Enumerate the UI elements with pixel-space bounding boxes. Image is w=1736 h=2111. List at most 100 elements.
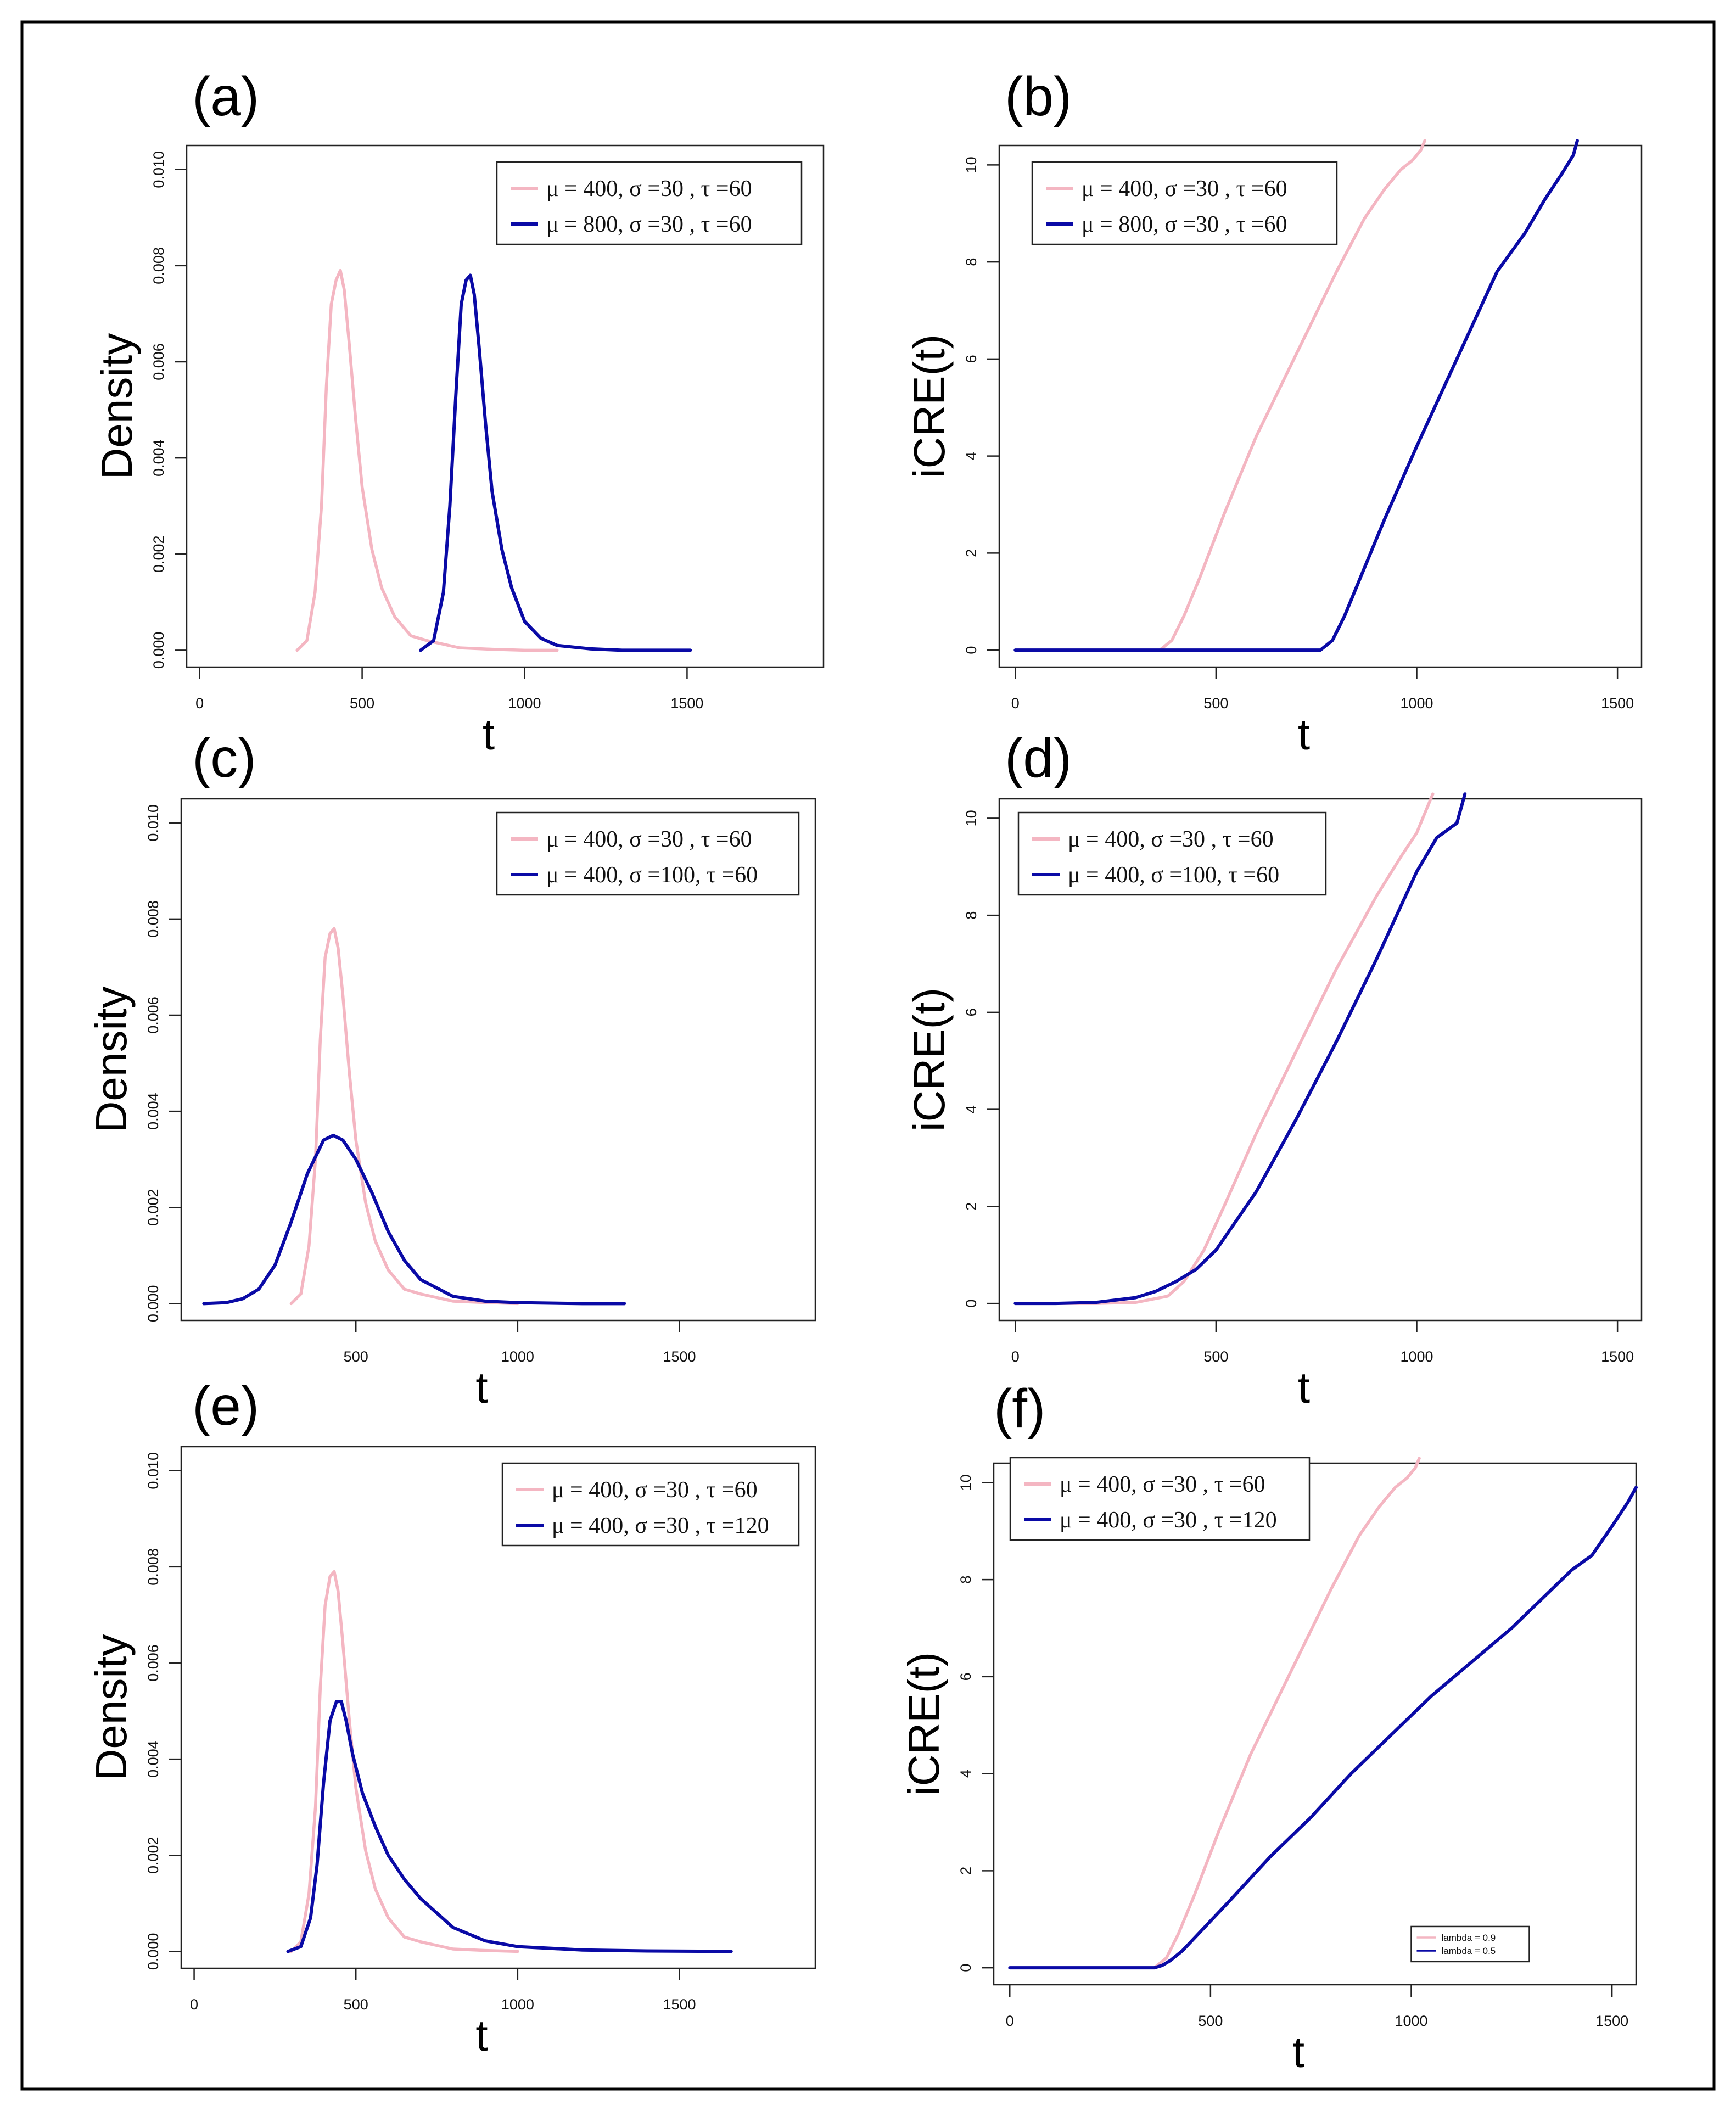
y-tick-label: 0.000 [145,1933,161,1970]
y-tick-label: 0.000 [150,632,167,669]
plot-frame [180,798,816,1322]
legend: μ = 400, σ =30 , τ =60 μ = 400, σ =30 , τ… [1009,1457,1311,1541]
legend-entry: μ = 400, σ =30 , τ =60 [1068,827,1274,852]
y-tick-label: 0 [963,1300,979,1308]
y-tick-label: 10 [963,810,979,826]
y-tick-label: 2 [963,1202,979,1211]
y-tick-label: 0.010 [145,804,161,842]
plot-frame [180,1446,816,1969]
y-tick-label: 8 [963,258,979,266]
x-tick-label: 500 [1198,2013,1223,2029]
x-tick-label: 0 [195,695,204,712]
y-tick-label: 0.004 [150,439,167,477]
legend-box [1031,161,1338,245]
x-tick-label: 1500 [663,1348,696,1365]
series-line-1 [1013,792,1435,1305]
y-tick-label: 4 [963,452,979,460]
y-axis-label: Density [92,333,141,480]
y-axis-label: Density [87,1634,136,1781]
x-tick-label: 1500 [670,695,703,712]
y-axis-label: Density [87,987,136,1133]
panel-d: (d) 0 500 1000 1500 0 2 4 6 8 10 t iCRE(t) μ = 400, σ… [905,727,1643,1412]
legend-entry: μ = 400, σ =30 , τ =120 [1060,1508,1277,1533]
series-line-2 [202,1133,626,1306]
y-tick-label: 4 [957,1770,974,1778]
panel-label: (b) [1005,66,1072,127]
x-tick-label: 1500 [1601,1348,1634,1365]
legend-box [1410,1925,1530,1963]
series-line-1 [1013,139,1426,652]
plot-frame [186,144,825,668]
legend: μ = 400, σ =30 , τ =60 μ = 400, σ =30 , τ… [501,1462,800,1547]
y-tick-label: 10 [963,156,979,173]
legend-entry: μ = 400, σ =100, τ =60 [546,863,758,888]
legend-entry: μ = 400, σ =30 , τ =60 [546,176,752,201]
plot-frame [998,798,1643,1322]
y-axis-label: iCRE(t) [905,988,954,1132]
legend-box [1009,1457,1311,1541]
x-axis-label: t [1292,2028,1304,2076]
y-tick-label: 4 [963,1105,979,1113]
legend-box [501,1462,800,1547]
legend-entry: lambda = 0.9 [1442,1933,1496,1943]
series-line-1 [1008,1457,1421,1969]
x-tick-label: 500 [1203,1348,1228,1365]
y-tick-label: 0.004 [145,1740,161,1778]
y-tick-label: 10 [957,1474,974,1491]
x-tick-label: 1000 [508,695,541,712]
x-tick-label: 1000 [1400,695,1433,712]
legend-box [496,811,800,896]
legend-entry: μ = 800, σ =30 , τ =60 [1082,212,1287,237]
x-tick-label: 1500 [663,1996,696,2013]
x-tick-label: 0 [1006,2013,1014,2029]
y-tick-label: 2 [963,549,979,557]
x-tick-label: 1000 [501,1996,534,2013]
panel-label: (e) [192,1375,259,1437]
y-tick-label: 0.004 [145,1093,161,1130]
y-tick-label: 0.006 [145,996,161,1034]
legend: μ = 400, σ =30 , τ =60 μ = 400, σ =100, τ… [1017,811,1327,896]
x-tick-label: 0 [190,1996,198,2013]
y-tick-label: 8 [963,911,979,920]
outer-frame [20,20,1716,2091]
y-tick-label: 0.000 [145,1285,161,1323]
series-line-1 [289,1570,519,1953]
y-tick-label: 0.006 [145,1644,161,1682]
legend: μ = 400, σ =30 , τ =60 μ = 800, σ =30 , τ… [496,161,803,245]
panel-b: (b) 0 500 1000 1500 0 2 4 6 8 10 t iCRE(t) μ = 400, σ… [905,66,1643,759]
legend: μ = 400, σ =30 , τ =60 μ = 400, σ =100, τ… [496,811,800,896]
x-tick-label: 0 [1011,1348,1020,1365]
legend: μ = 400, σ =30 , τ =60 μ = 800, σ =30 , τ… [1031,161,1338,245]
legend-entry: μ = 800, σ =30 , τ =60 [546,212,752,237]
x-tick-label: 500 [344,1996,368,2013]
y-tick-label: 0.002 [145,1189,161,1226]
y-tick-label: 0 [963,646,979,654]
series-line-1 [295,268,559,652]
x-tick-label: 1500 [1601,695,1634,712]
series-line-1 [289,927,519,1306]
y-tick-label: 0.008 [145,1548,161,1586]
x-axis-label: t [1298,1363,1310,1412]
y-tick-label: 0.010 [150,151,167,188]
legend-entry: μ = 400, σ =100, τ =60 [1068,863,1279,888]
y-tick-label: 0 [957,1964,974,1972]
x-tick-label: 1000 [1400,1348,1433,1365]
panel-label: (f) [994,1378,1045,1440]
y-tick-label: 0.008 [145,900,161,938]
x-axis-label: t [475,1363,488,1412]
panel-a: (a) 0 500 1000 1500 0.000 0.002 0.004 0.006 0.008… [92,66,825,759]
y-tick-label: 2 [957,1867,974,1875]
series-line-2 [1013,792,1467,1306]
y-tick-label: 8 [957,1576,974,1584]
legend-box [496,161,803,245]
y-tick-label: 0.006 [150,343,167,380]
y-tick-label: 0.010 [145,1452,161,1490]
y-tick-label: 0.008 [150,247,167,284]
x-tick-label: 500 [344,1348,368,1365]
legend-secondary: lambda = 0.9 lambda = 0.5 [1410,1925,1530,1963]
series-line-2 [419,273,692,652]
legend-entry: μ = 400, σ =30 , τ =60 [552,1477,758,1503]
legend-entry: lambda = 0.5 [1442,1946,1496,1956]
panel-label: (a) [192,66,259,127]
